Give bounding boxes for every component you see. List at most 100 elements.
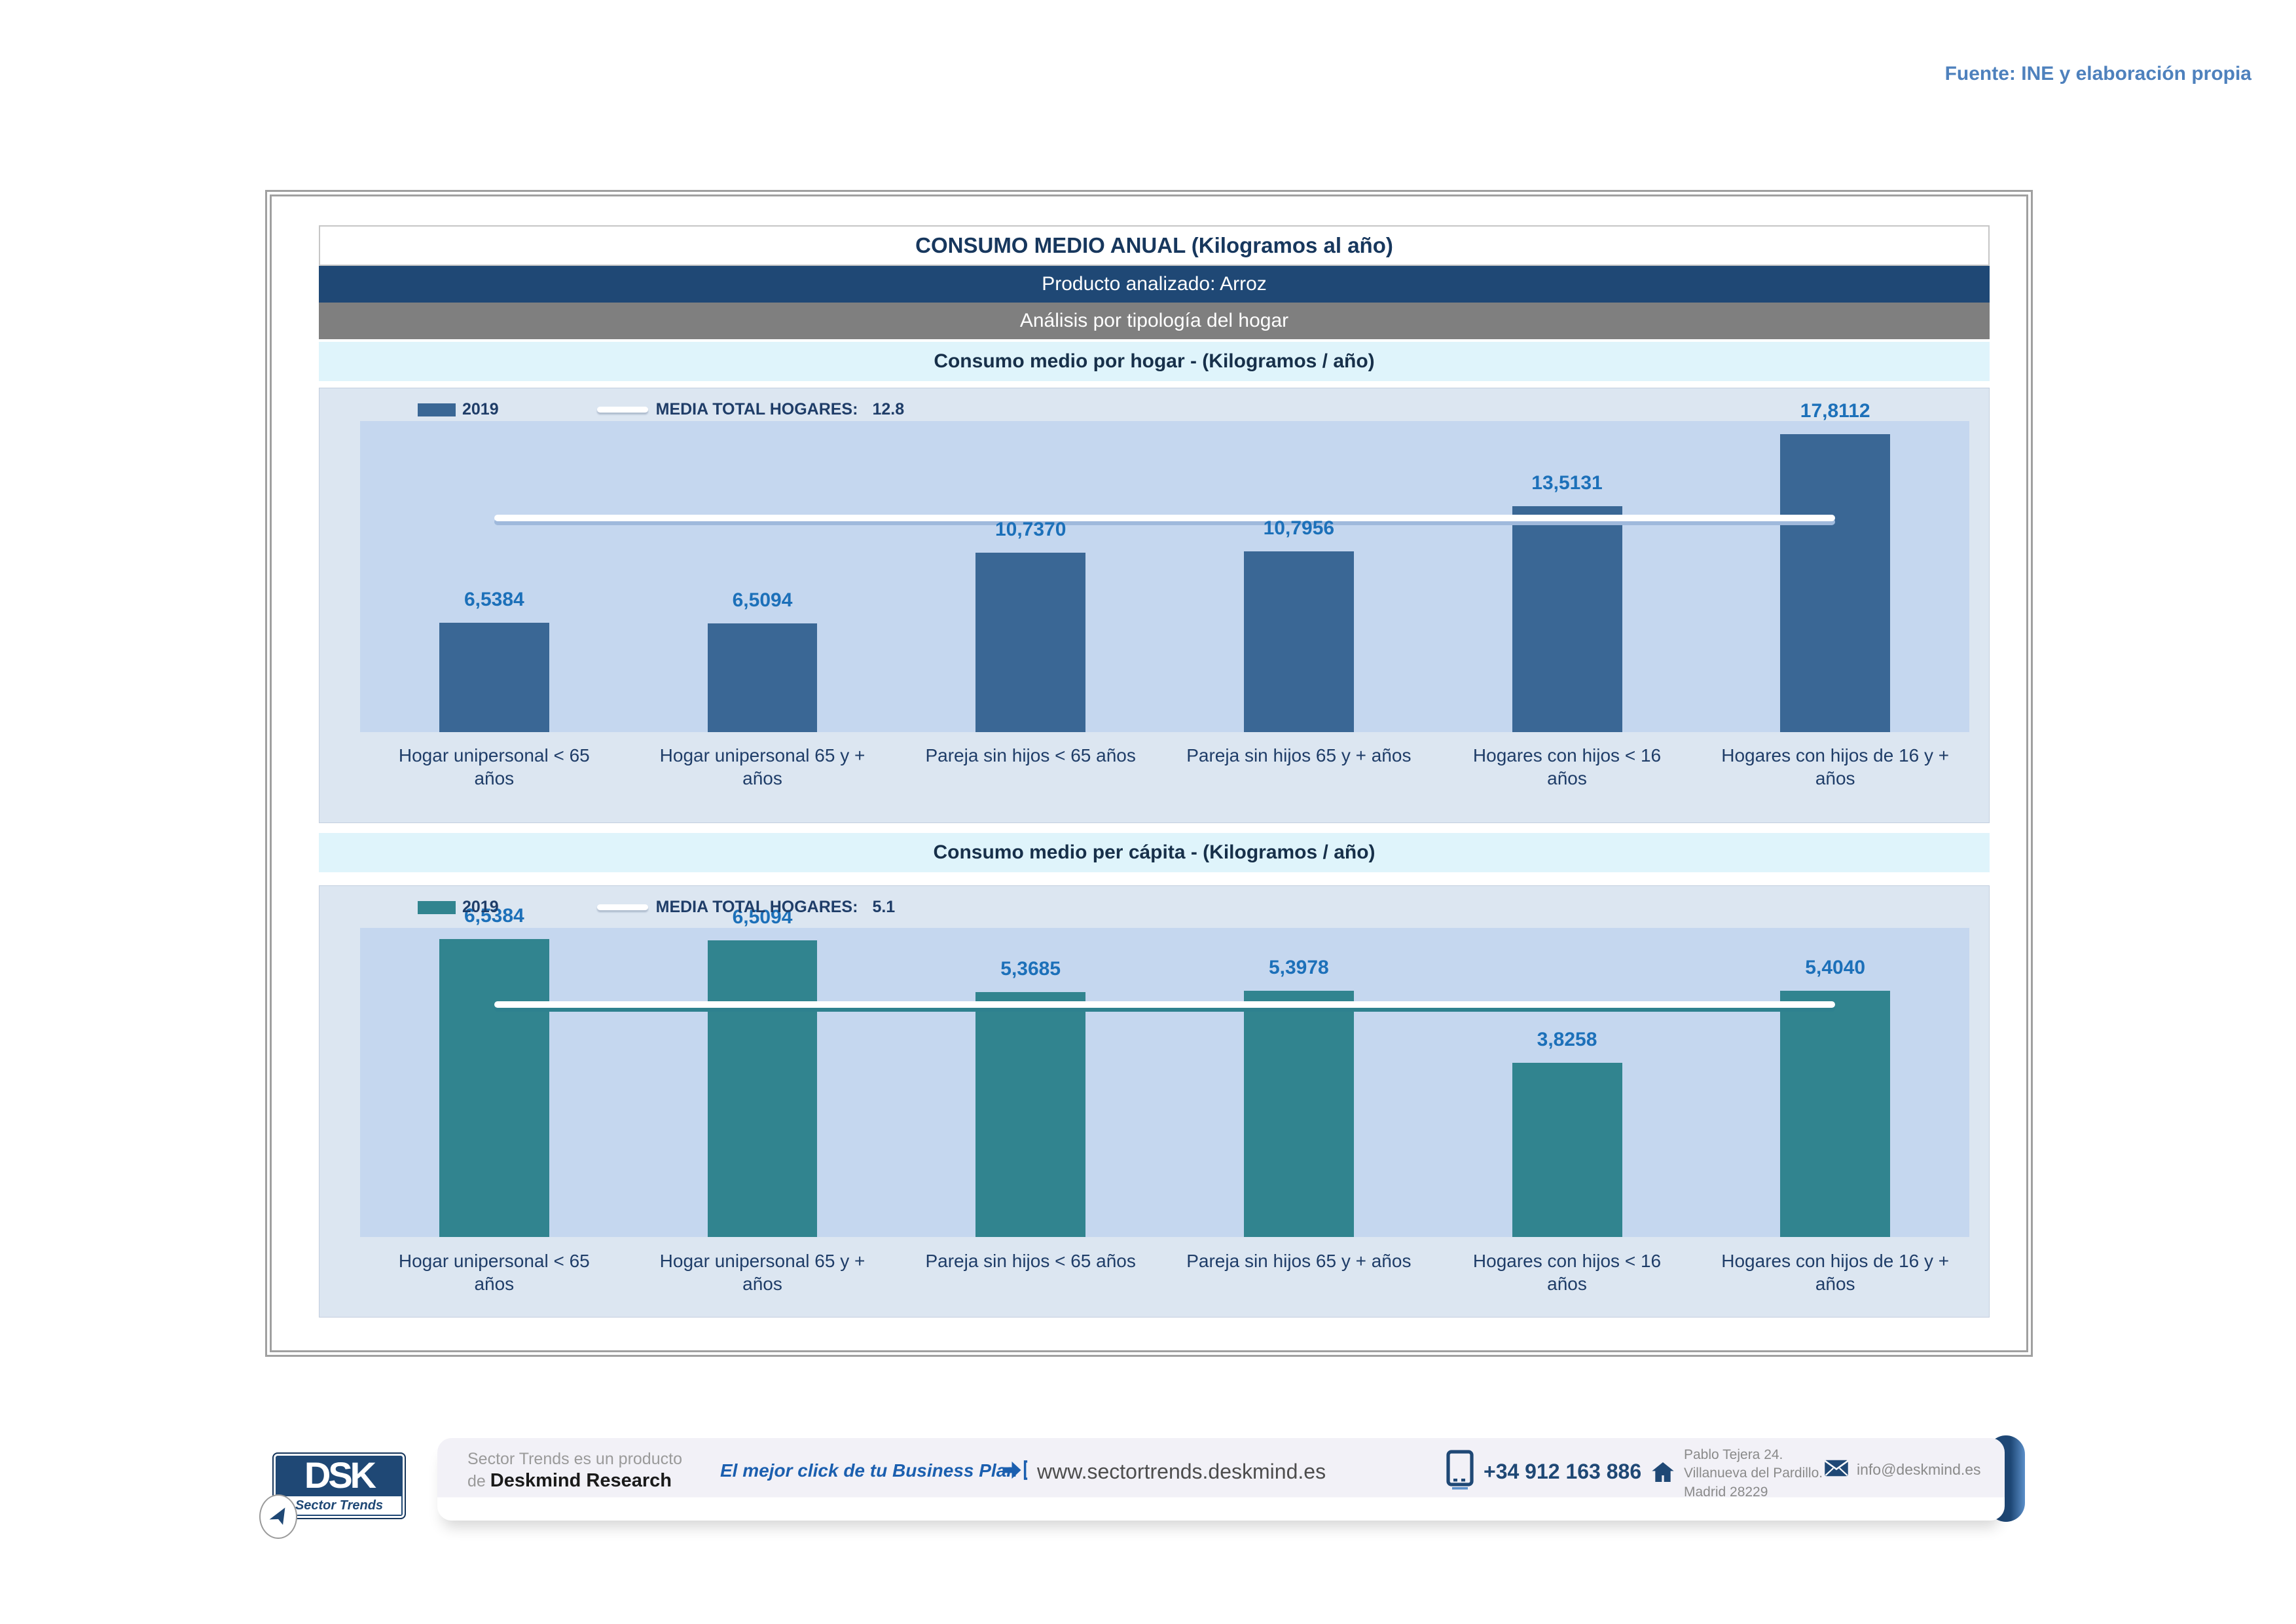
legend-series-label: 2019 — [462, 400, 499, 418]
bar — [707, 623, 818, 732]
dsk-logo-subtext: Sector Trends — [295, 1498, 384, 1513]
phone-icon — [1446, 1450, 1474, 1494]
address-line-1: Pablo Tejera 24. — [1684, 1447, 1783, 1462]
bar-column: 5,3978 — [1165, 928, 1433, 1237]
bar — [1243, 991, 1354, 1237]
bar — [439, 623, 549, 732]
address-line-2: Villanueva del Pardillo. — [1684, 1466, 1823, 1481]
bar-column: 17,8112 — [1701, 400, 1969, 732]
legend-mean-line-swatch — [596, 407, 648, 413]
bar-column: 3,8258 — [1433, 928, 1702, 1237]
arrow-bracket-icon — [1000, 1456, 1028, 1487]
report-title: CONSUMO MEDIO ANUAL (Kilogramos al año) — [319, 225, 1990, 266]
bar — [439, 938, 549, 1237]
bar-column: 6,5094 — [629, 906, 897, 1237]
chart-consumo-por-hogar: 2019 MEDIA TOTAL HOGARES: 12.8 6,5384 6,5… — [319, 388, 1990, 823]
bar-value-label: 6,5094 — [732, 906, 793, 928]
x-axis-labels: Hogar unipersonal < 65 años Hogar unipers… — [360, 744, 1969, 790]
bar — [1512, 1062, 1622, 1237]
bar-value-label: 5,3978 — [1268, 957, 1329, 979]
bar-value-label: 6,5094 — [732, 589, 793, 611]
legend-series-label: 2019 — [462, 898, 499, 916]
bar — [975, 552, 1086, 732]
legend-mean-value: 12.8 — [872, 400, 905, 418]
footer-producer: Sector Trends es un producto de Deskmind… — [467, 1450, 682, 1492]
analysis-row: Análisis por tipología del hogar — [319, 303, 1990, 339]
report-content: CONSUMO MEDIO ANUAL (Kilogramos al año) … — [272, 196, 2026, 1350]
footer-email-group: info@deskmind.es — [1824, 1459, 1981, 1481]
address-line-3: Madrid 28229 — [1684, 1484, 1768, 1500]
x-axis-label: Hogar unipersonal < 65 años — [398, 745, 590, 788]
bar — [975, 992, 1086, 1237]
bar-value-label: 10,7370 — [994, 518, 1066, 540]
x-axis-label: Hogares con hijos de 16 y + años — [1721, 1251, 1950, 1294]
bar-value-label: 6,5384 — [464, 904, 524, 927]
report-frame-inner: CONSUMO MEDIO ANUAL (Kilogramos al año) … — [270, 194, 2028, 1352]
source-note: Fuente: INE y elaboración propia — [1944, 63, 2251, 84]
legend-mean-label: MEDIA TOTAL HOGARES: — [655, 400, 858, 418]
section-title-per-capita: Consumo medio per cápita - (Kilogramos /… — [319, 833, 1990, 872]
bar — [1512, 506, 1622, 732]
x-axis-label: Pareja sin hijos < 65 años — [925, 1251, 1136, 1271]
mean-total-line — [494, 515, 1836, 522]
legend-series-swatch — [418, 403, 456, 416]
chart1-legend: 2019 MEDIA TOTAL HOGARES: 12.8 — [418, 400, 904, 419]
bar — [1780, 990, 1891, 1237]
bar-value-label: 5,4040 — [1805, 956, 1866, 978]
producer-company: Deskmind Research — [490, 1470, 672, 1491]
footer-address: Pablo Tejera 24. Villanueva del Pardillo… — [1684, 1446, 1823, 1502]
legend-mean-label: MEDIA TOTAL HOGARES: — [655, 898, 858, 916]
dsk-logo-strip: Sector Trends — [277, 1496, 401, 1515]
legend-series-swatch — [418, 900, 456, 914]
bar-column: 5,3685 — [896, 928, 1165, 1237]
product-row: Producto analizado: Arroz — [319, 266, 1990, 303]
x-axis-labels: Hogar unipersonal < 65 años Hogar unipers… — [360, 1249, 1969, 1295]
footer-bar: Sector Trends es un producto de Deskmind… — [437, 1438, 2005, 1521]
x-axis-label: Hogar unipersonal 65 y + años — [659, 1251, 866, 1294]
bar-column: 13,5131 — [1433, 421, 1702, 732]
x-axis-label: Hogar unipersonal < 65 años — [398, 1251, 590, 1294]
chart2-legend: 2019 MEDIA TOTAL HOGARES: 5.1 — [418, 898, 895, 917]
bar-column: 10,7370 — [896, 421, 1165, 732]
bar-value-label: 13,5131 — [1531, 471, 1603, 494]
plot-area: 6,5384 6,5094 5,3685 5,3978 3,8258 5,4040 — [360, 905, 1969, 1237]
bar — [1243, 551, 1354, 732]
x-axis-label: Pareja sin hijos < 65 años — [925, 745, 1136, 766]
dsk-logo: DSK Sector Trends — [272, 1452, 406, 1519]
plot-area: 6,5384 6,5094 10,7370 10,7956 13,5131 17,8112 — [360, 400, 1969, 732]
x-axis-label: Hogares con hijos < 16 años — [1472, 745, 1662, 788]
bar — [707, 940, 818, 1237]
dsk-logo-text: DSK — [304, 1454, 376, 1496]
x-axis-label: Pareja sin hijos 65 y + años — [1186, 745, 1412, 766]
bar-column: 6,5384 — [360, 905, 629, 1237]
envelope-icon — [1824, 1459, 1849, 1481]
report-frame: CONSUMO MEDIO ANUAL (Kilogramos al año) … — [265, 190, 2033, 1357]
x-axis-label: Hogares con hijos < 16 años — [1472, 1251, 1662, 1294]
footer-website: www.sectortrends.deskmind.es — [1037, 1460, 1326, 1483]
bar-value-label: 5,3685 — [1000, 958, 1061, 980]
legend-mean-line-swatch — [596, 904, 648, 910]
mean-total-line — [494, 1001, 1836, 1008]
x-axis-label: Pareja sin hijos 65 y + años — [1186, 1251, 1412, 1271]
house-icon — [1650, 1459, 1676, 1488]
x-axis-label: Hogar unipersonal 65 y + años — [659, 745, 866, 788]
bar-value-label: 3,8258 — [1537, 1028, 1597, 1050]
bar-column: 6,5384 — [360, 421, 629, 732]
footer-website-group: www.sectortrends.deskmind.es — [1000, 1456, 1326, 1487]
footer-tagline: El mejor click de tu Business Plan — [720, 1460, 1018, 1481]
footer-phone-group: +34 912 163 886 — [1446, 1450, 1641, 1494]
bar-column: 6,5094 — [629, 421, 897, 732]
footer-phone: +34 912 163 886 — [1484, 1460, 1642, 1483]
legend-mean-value: 5.1 — [872, 898, 896, 916]
bar-column: 10,7956 — [1165, 421, 1433, 732]
bar-value-label: 6,5384 — [464, 589, 524, 611]
producer-de: de — [467, 1472, 490, 1490]
bar — [1780, 434, 1891, 732]
bar-value-label: 17,8112 — [1800, 400, 1870, 422]
chart-consumo-per-capita: 2019 MEDIA TOTAL HOGARES: 5.1 6,5384 6,50… — [319, 885, 1990, 1318]
producer-line1: Sector Trends es un producto — [467, 1450, 682, 1468]
footer-email: info@deskmind.es — [1857, 1461, 1981, 1478]
bar-value-label: 10,7956 — [1263, 517, 1335, 540]
bar-column: 5,4040 — [1701, 928, 1969, 1237]
